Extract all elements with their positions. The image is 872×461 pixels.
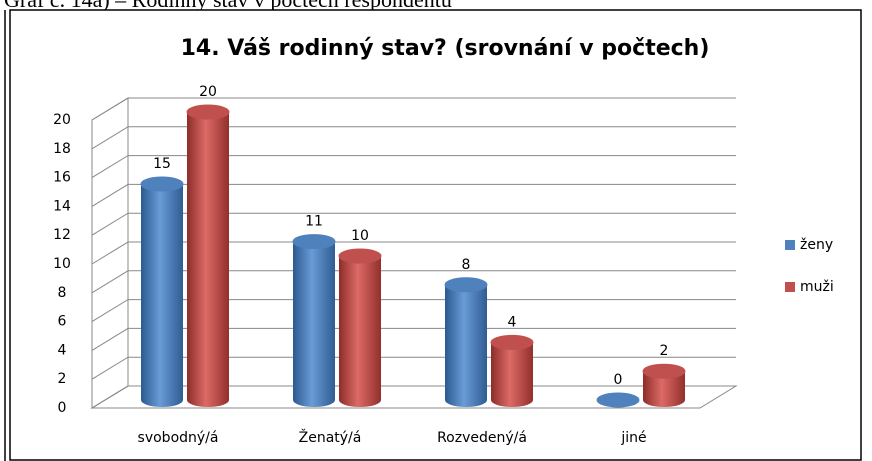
y-tick-label: 14 <box>53 198 71 214</box>
legend-swatch <box>785 282 795 292</box>
legend-swatch <box>785 240 795 250</box>
y-tick-label: 8 <box>58 285 67 301</box>
y-tick-label: 20 <box>53 112 71 128</box>
bar <box>339 256 381 400</box>
bar-bottom <box>293 393 335 407</box>
y-tick-label: 10 <box>53 256 71 272</box>
y-tick-label: 2 <box>58 371 67 387</box>
value-label: 8 <box>462 257 471 273</box>
bar-bottom <box>643 393 685 407</box>
value-label: 2 <box>660 343 669 359</box>
grid-line <box>91 356 736 380</box>
grid-line <box>91 270 736 294</box>
y-tick-label: 6 <box>58 314 67 330</box>
bar-top <box>292 234 336 250</box>
bar-bottom <box>491 393 533 407</box>
grid-line <box>91 97 736 121</box>
x-tick-label: svobodný/á <box>138 430 219 446</box>
value-label: 11 <box>305 214 323 230</box>
bar-top <box>338 248 382 264</box>
x-tick-label: Ženatý/á <box>299 428 362 446</box>
grid-line <box>91 126 736 150</box>
legend-label: ženy <box>800 237 833 253</box>
legend-label: muži <box>800 279 834 295</box>
y-tick-label: 4 <box>58 342 67 358</box>
grid-line <box>91 299 736 323</box>
value-label: 20 <box>199 84 217 100</box>
bar-top <box>596 392 640 408</box>
bar-top <box>490 334 534 350</box>
bar-top <box>140 176 184 192</box>
x-tick-label: jiné <box>620 430 646 446</box>
grid-line <box>91 155 736 179</box>
y-tick-label: 0 <box>58 400 67 416</box>
value-label: 10 <box>351 228 369 244</box>
grid-line <box>91 327 736 351</box>
grid-line <box>91 183 736 207</box>
x-tick-label: Rozvedený/á <box>437 430 527 446</box>
value-label: 0 <box>614 372 623 388</box>
bar-bottom <box>141 393 183 407</box>
grid-line <box>91 241 736 265</box>
chart-title: 14. Váš rodinný stav? (srovnání v počtec… <box>181 36 710 61</box>
y-tick-label: 16 <box>53 170 71 186</box>
bar <box>491 342 533 400</box>
bar-top <box>444 277 488 293</box>
bar <box>187 112 229 400</box>
bar <box>445 284 487 400</box>
bar <box>141 184 183 400</box>
bar-top <box>186 104 230 120</box>
grid-line <box>91 212 736 236</box>
bar-bottom <box>339 393 381 407</box>
y-tick-label: 12 <box>53 227 71 243</box>
bar-bottom <box>187 393 229 407</box>
caption: Graf č. 14a) – Rodinný stav v počtech re… <box>4 0 452 12</box>
y-tick-label: 18 <box>53 141 71 157</box>
chart-border <box>9 9 862 461</box>
value-label: 15 <box>153 156 171 172</box>
bar-top <box>642 363 686 379</box>
value-label: 4 <box>508 314 517 330</box>
bar <box>293 241 335 400</box>
bar-bottom <box>445 393 487 407</box>
grid-line <box>91 385 736 409</box>
